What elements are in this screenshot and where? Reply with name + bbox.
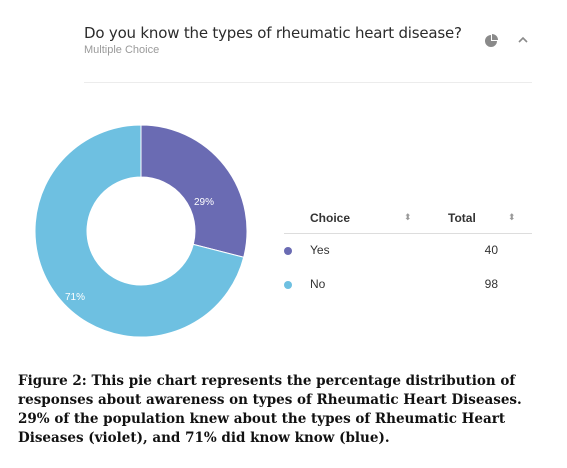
legend-dot-no — [284, 281, 292, 289]
table-row: No 98 — [284, 271, 532, 301]
slice-label-yes: 29% — [194, 197, 214, 208]
slice-label-no: 71% — [65, 292, 85, 303]
donut-slice-no[interactable] — [34, 124, 245, 338]
row-label: Yes — [310, 243, 330, 257]
pie-chart-icon[interactable] — [484, 34, 498, 48]
donut-slice-yes[interactable] — [140, 124, 248, 258]
survey-question-card: Do you know the types of rheumatic heart… — [34, 24, 532, 338]
question-type: Multiple Choice — [84, 44, 160, 56]
row-total: 98 — [484, 277, 498, 291]
figure-caption: Figure 2: This pie chart represents the … — [18, 373, 522, 446]
sort-choice-icon[interactable]: ⬍ — [404, 212, 412, 222]
row-label: No — [310, 277, 326, 291]
table-row: Yes 40 — [284, 237, 532, 267]
question-title: Do you know the types of rheumatic heart… — [84, 24, 462, 42]
header-divider — [284, 233, 532, 234]
row-total: 40 — [484, 243, 498, 257]
chevron-up-icon[interactable] — [516, 33, 530, 47]
total-header[interactable]: Total — [448, 211, 476, 225]
choice-header[interactable]: Choice — [310, 211, 351, 225]
legend-dot-yes — [284, 247, 292, 255]
divider — [84, 82, 532, 83]
sort-total-icon[interactable]: ⬍ — [508, 212, 516, 222]
donut-chart: 29% 71% — [34, 124, 248, 338]
